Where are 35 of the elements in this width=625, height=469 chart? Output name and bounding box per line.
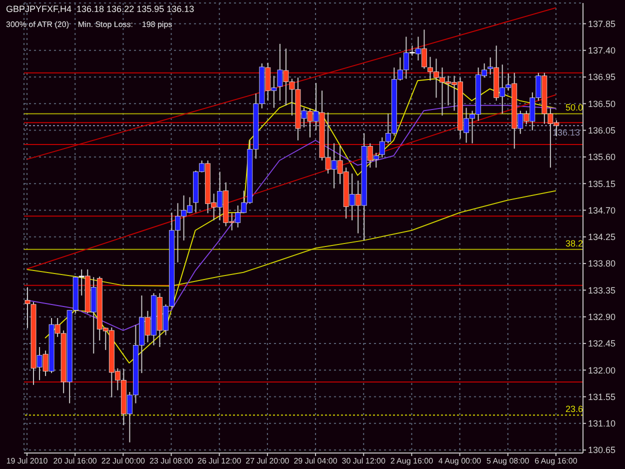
text: 300% of ATR (20) Min. Stop Loss: 198 pips [6, 20, 172, 29]
y-tick-label: 131.55 [588, 392, 616, 402]
y-tick-label: 132.45 [588, 338, 616, 349]
x-tick-label: 22 Jul 00:00 [101, 456, 146, 466]
y-tick-label: 133.80 [588, 258, 616, 269]
x-tick-label: 29 Jul 04:00 [294, 456, 338, 466]
y-tick-label: 132.00 [588, 365, 616, 376]
x-tick-label: 20 Jul 16:00 [53, 456, 98, 466]
y-tick-label: 133.35 [588, 285, 616, 296]
y-tick-label: 136.95 [588, 72, 616, 82]
y-tick-label: 137.85 [588, 18, 616, 29]
x-tick-label: 30 Jul 12:00 [342, 456, 386, 466]
y-tick-label: 137.40 [588, 46, 616, 56]
x-tick-label: 26 Jul 12:00 [198, 456, 242, 466]
x-tick-label: 4 Aug 00:00 [438, 456, 482, 466]
chart-title: GBPJPYFXF,H4 136.18 136.22 135.95 136.13 [6, 4, 194, 14]
y-tick-label: 136.05 [588, 126, 616, 136]
x-tick-label: 6 Aug 16:00 [534, 456, 578, 466]
annotation: 23.6 [565, 404, 583, 414]
y-tick-label: 130.65 [588, 445, 616, 456]
y-tick-label: 132.90 [588, 312, 616, 322]
candlestick [24, 286, 30, 329]
x-tick-label: 27 Jul 20:00 [246, 456, 290, 466]
x-tick-label: 19 Jul 2010 [6, 456, 48, 466]
y-tick-label: 134.25 [588, 232, 616, 242]
x-tick-label: 23 Jul 08:00 [149, 456, 194, 466]
y-tick-label: 131.10 [588, 418, 616, 429]
y-tick-label: 136.50 [588, 98, 616, 109]
x-tick-label: 5 Aug 08:00 [486, 456, 530, 466]
x-tick-label: 2 Aug 16:00 [390, 456, 434, 466]
line-series [26, 190, 556, 287]
annotation: 38.2 [565, 238, 583, 248]
y-tick-label: 135.15 [588, 178, 616, 189]
y-tick-label: 134.70 [588, 205, 616, 216]
y-tick-label: 135.60 [588, 152, 616, 162]
